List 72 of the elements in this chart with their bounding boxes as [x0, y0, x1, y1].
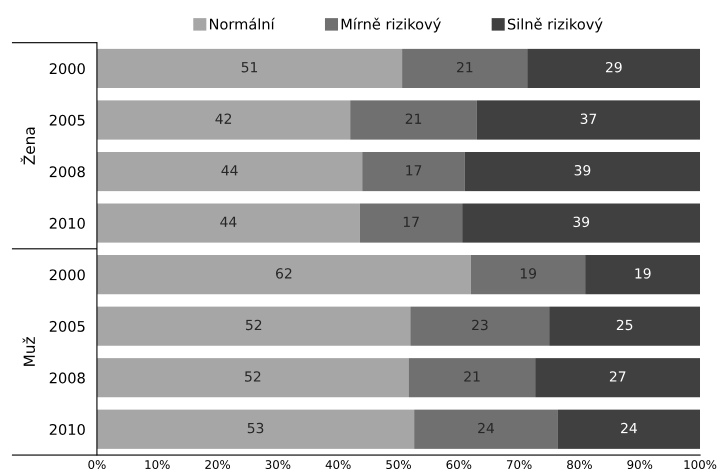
bar [535, 358, 700, 398]
data-label: 25 [616, 320, 632, 330]
bar [408, 358, 536, 398]
data-label: 21 [406, 114, 422, 124]
data-label: 52 [246, 320, 262, 330]
legend-label: Silně rizikový [508, 18, 603, 32]
bar [96, 48, 402, 88]
legend-label: Normální [210, 18, 275, 30]
y-tick-label: 2000 [50, 269, 85, 280]
x-tick-label: 80% [567, 460, 592, 470]
y-tick-label: 2008 [50, 372, 85, 384]
data-label: 44 [221, 165, 238, 176]
data-label: 21 [464, 371, 480, 382]
bar [96, 100, 350, 140]
x-tick-label: 0% [88, 460, 106, 470]
bar [585, 255, 700, 294]
bar [462, 203, 700, 243]
bar [558, 410, 700, 449]
bar [464, 152, 700, 192]
y-tick-label: 2005 [50, 320, 85, 332]
y-tick-label: 2010 [50, 424, 85, 436]
data-label: 39 [574, 165, 590, 176]
bar [402, 48, 528, 88]
data-label: 62 [276, 268, 292, 279]
bar [96, 152, 362, 192]
bar [96, 410, 414, 449]
data-label: 24 [478, 422, 494, 434]
bar [470, 255, 586, 294]
text: Muž [22, 337, 36, 366]
bar [96, 255, 471, 294]
bar [414, 410, 558, 449]
data-label: 23 [472, 320, 488, 330]
x-tick-label: 90% [627, 460, 652, 470]
data-label: 19 [520, 268, 536, 279]
x-tick-label: 30% [266, 460, 290, 470]
x-tick-label: 10% [145, 460, 170, 470]
data-label: 21 [457, 62, 472, 72]
bar [350, 100, 477, 140]
data-label: 17 [404, 216, 419, 227]
bar [96, 306, 411, 346]
text: Žena [20, 128, 36, 165]
x-tick-label: 60% [446, 460, 472, 470]
bar [362, 152, 465, 192]
data-label: 19 [635, 268, 651, 279]
bar [476, 100, 700, 140]
bar [96, 358, 409, 398]
bar [528, 48, 700, 88]
y-tick-label: 2000 [50, 63, 85, 74]
y-tick-label: 2005 [50, 114, 85, 126]
x-tick-label: 40% [326, 460, 351, 470]
x-tick-label: 50% [386, 460, 411, 470]
data-label: 37 [580, 114, 596, 124]
data-label: 24 [621, 422, 637, 434]
data-label: 44 [220, 216, 236, 227]
y-tick-label: 2008 [50, 166, 85, 178]
legend-label: Mírně rizikový [342, 18, 441, 32]
data-label: 51 [242, 62, 258, 72]
x-tick-label: 100% [684, 460, 716, 470]
data-label: 42 [215, 114, 232, 124]
data-label: 29 [606, 62, 622, 72]
bar [360, 203, 462, 243]
x-tick-label: 20% [205, 460, 230, 470]
bar [549, 306, 700, 346]
bar [96, 203, 360, 243]
data-label: 27 [610, 371, 626, 382]
x-tick-label: 70% [506, 460, 532, 470]
y-tick-label: 2010 [50, 218, 85, 229]
data-label: 17 [406, 165, 422, 176]
bar [410, 306, 550, 346]
data-label: 53 [248, 422, 264, 434]
data-label: 52 [245, 371, 260, 382]
data-label: 39 [573, 216, 590, 228]
